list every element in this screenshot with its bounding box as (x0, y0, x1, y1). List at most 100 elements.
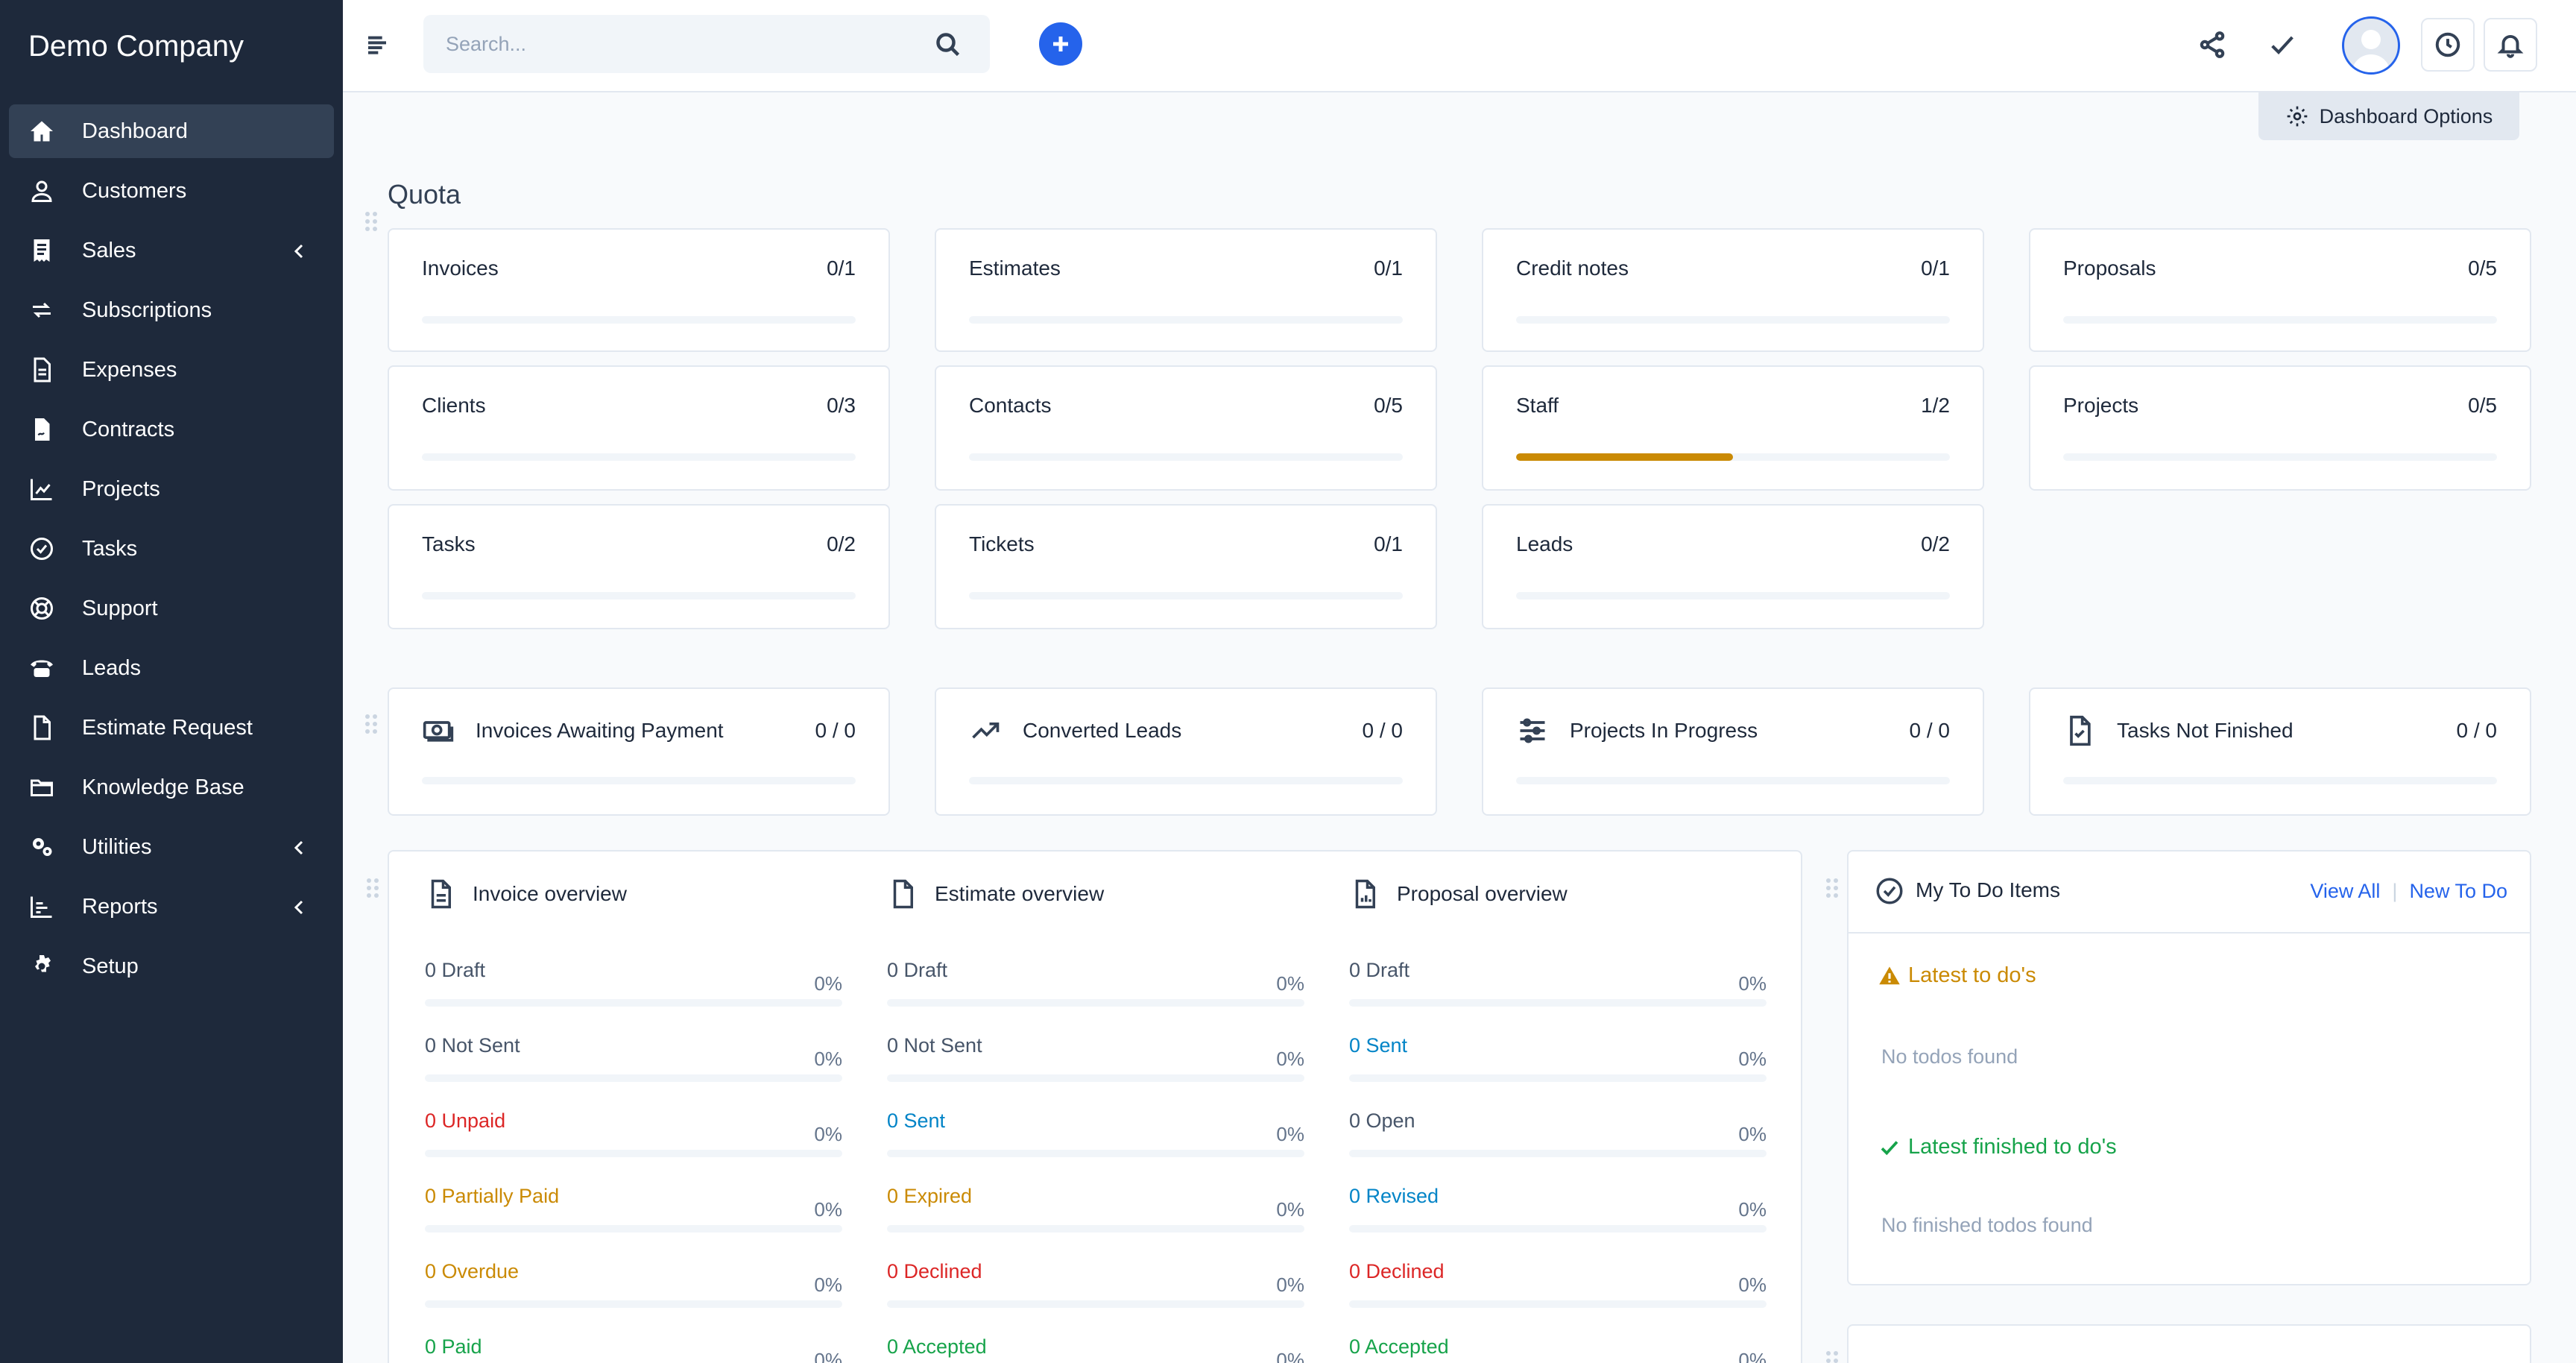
stat-label: Converted Leads (1023, 719, 1182, 742)
sidebar-item-customers[interactable]: Customers (9, 164, 334, 218)
company-name[interactable]: Demo Company (28, 29, 244, 63)
sidebar-item-sales[interactable]: Sales (9, 224, 334, 277)
overview-row[interactable]: 0 Draft 0% (1349, 959, 1767, 1019)
overview-row[interactable]: 0 Accepted 0% (887, 1335, 1304, 1363)
sidebar-item-knowledge-base[interactable]: Knowledge Base (9, 761, 334, 814)
stat-label: Invoices Awaiting Payment (476, 719, 724, 742)
view-all-link[interactable]: View All (2310, 880, 2381, 902)
stat-progress (1516, 777, 1950, 784)
stat-label: Tasks Not Finished (2117, 719, 2294, 742)
sidebar-item-contracts[interactable]: Contracts (9, 403, 334, 456)
chevron-left-icon[interactable] (291, 838, 309, 856)
sidebar-item-tasks[interactable]: Tasks (9, 522, 334, 576)
drag-handle-icon[interactable] (365, 877, 380, 899)
quota-progress (1516, 453, 1950, 461)
search-icon[interactable] (935, 31, 962, 58)
sidebar-item-subscriptions[interactable]: Subscriptions (9, 283, 334, 337)
overview-row[interactable]: 0 Partially Paid 0% (425, 1185, 842, 1244)
quota-label: Credit notes (1516, 256, 1629, 280)
overview-row[interactable]: 0 Not Sent 0% (425, 1034, 842, 1094)
overview-row[interactable]: 0 Draft 0% (887, 959, 1304, 1019)
quota-label: Staff (1516, 394, 1559, 417)
life-ring-icon (27, 594, 57, 623)
overview-row[interactable]: 0 Expired 0% (887, 1185, 1304, 1244)
overview-row[interactable]: 0 Sent 0% (887, 1109, 1304, 1169)
overview-row[interactable]: 0 Paid 0% (425, 1335, 842, 1363)
sidebar-item-label: Tasks (82, 536, 138, 561)
drag-handle-icon[interactable] (1825, 1350, 1840, 1363)
timer-button[interactable] (2421, 18, 2475, 72)
stat-count: 0 / 0 (815, 719, 856, 742)
overview-row[interactable]: 0 Sent 0% (1349, 1034, 1767, 1094)
drag-handle-icon[interactable] (364, 210, 379, 233)
quota-card-contacts[interactable]: Contacts 0/5 (935, 365, 1437, 491)
sidebar-item-projects[interactable]: Projects (9, 462, 334, 516)
estimate-icon (893, 879, 913, 909)
estimate-overview-header[interactable]: Estimate overview (887, 878, 1104, 910)
new-todo-link[interactable]: New To Do (2409, 880, 2507, 902)
check-icon (1881, 1140, 1898, 1155)
quota-card-invoices[interactable]: Invoices 0/1 (388, 228, 890, 352)
chevron-left-icon[interactable] (291, 898, 309, 916)
todo-links: View All | New To Do (2310, 880, 2507, 903)
quota-card-clients[interactable]: Clients 0/3 (388, 365, 890, 491)
quota-progress (422, 453, 856, 461)
overview-row[interactable]: 0 Draft 0% (425, 959, 842, 1019)
sidebar-item-estimate-request[interactable]: Estimate Request (9, 701, 334, 755)
quota-card-tasks[interactable]: Tasks 0/2 (388, 504, 890, 629)
proposal-overview-header[interactable]: Proposal overview (1349, 878, 1568, 910)
quota-card-tickets[interactable]: Tickets 0/1 (935, 504, 1437, 629)
stat-projects-in-progress[interactable]: Projects In Progress 0 / 0 (1482, 687, 1984, 816)
quota-card-projects[interactable]: Projects 0/5 (2029, 365, 2531, 491)
overview-row-label: 0 Sent (887, 1109, 946, 1132)
overview-row[interactable]: 0 Declined 0% (887, 1260, 1304, 1320)
sidebar-item-support[interactable]: Support (9, 582, 334, 635)
share-icon[interactable] (2197, 30, 2227, 60)
sidebar-item-utilities[interactable]: Utilities (9, 820, 334, 874)
overview-row[interactable]: 0 Not Sent 0% (887, 1034, 1304, 1094)
overview-row[interactable]: 0 Open 0% (1349, 1109, 1767, 1169)
home-icon (27, 116, 57, 146)
sidebar-item-setup[interactable]: Setup (9, 939, 334, 993)
overview-title: Proposal overview (1397, 882, 1568, 905)
bar-chart-icon (27, 892, 57, 922)
todo-panel: My To Do Items View All | New To Do Late… (1847, 850, 2531, 1285)
quota-card-leads[interactable]: Leads 0/2 (1482, 504, 1984, 629)
overview-row[interactable]: 0 Unpaid 0% (425, 1109, 842, 1169)
overview-row-bar (1349, 1150, 1767, 1157)
checkmark-icon[interactable] (2267, 30, 2297, 60)
user-avatar[interactable] (2342, 16, 2400, 75)
link-divider: | (2392, 880, 2398, 902)
quota-card-estimates[interactable]: Estimates 0/1 (935, 228, 1437, 352)
chevron-left-icon[interactable] (291, 242, 309, 259)
sidebar-item-dashboard[interactable]: Dashboard (9, 104, 334, 158)
menu-toggle-icon[interactable] (365, 33, 389, 57)
sidebar-item-label: Knowledge Base (82, 775, 244, 799)
quota-label: Leads (1516, 532, 1573, 555)
dashboard-options-button[interactable]: Dashboard Options (2258, 92, 2519, 140)
overview-row[interactable]: 0 Declined 0% (1349, 1260, 1767, 1320)
drag-handle-icon[interactable] (1825, 877, 1840, 899)
overview-row-label: 0 Not Sent (887, 1034, 982, 1057)
quota-card-proposals[interactable]: Proposals 0/5 (2029, 228, 2531, 352)
sidebar-item-expenses[interactable]: Expenses (9, 343, 334, 397)
sidebar-item-reports[interactable]: Reports (9, 880, 334, 934)
overview-row[interactable]: 0 Revised 0% (1349, 1185, 1767, 1244)
stat-invoices-awaiting-payment[interactable]: Invoices Awaiting Payment 0 / 0 (388, 687, 890, 816)
notifications-button[interactable] (2484, 18, 2537, 72)
quota-card-staff[interactable]: Staff 1/2 (1482, 365, 1984, 491)
search-input[interactable] (423, 15, 900, 73)
cogs-icon (27, 832, 57, 862)
stat-converted-leads[interactable]: Converted Leads 0 / 0 (935, 687, 1437, 816)
quota-card-credit-notes[interactable]: Credit notes 0/1 (1482, 228, 1984, 352)
invoice-overview-header[interactable]: Invoice overview (425, 878, 627, 910)
overview-row-pct: 0% (1276, 1198, 1304, 1221)
overview-row[interactable]: 0 Overdue 0% (425, 1260, 842, 1320)
quick-create-button[interactable] (1039, 22, 1082, 66)
quota-label: Contacts (969, 394, 1052, 417)
overview-row[interactable]: 0 Accepted 0% (1349, 1335, 1767, 1363)
no-finished-todos-text: No finished todos found (1881, 1214, 2093, 1236)
sidebar-item-leads[interactable]: Leads (9, 641, 334, 695)
stat-tasks-not-finished[interactable]: Tasks Not Finished 0 / 0 (2029, 687, 2531, 816)
drag-handle-icon[interactable] (364, 713, 379, 735)
